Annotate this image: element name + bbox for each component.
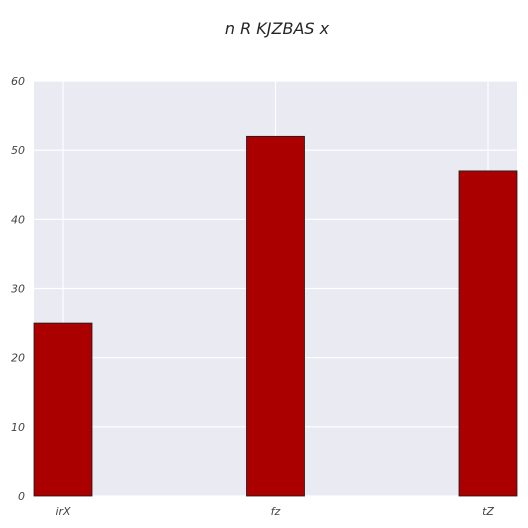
y-tick-label-60: 60 — [11, 75, 25, 88]
x-tick-label-irX: irX — [55, 505, 71, 518]
y-tick-label-10: 10 — [11, 421, 25, 434]
bar-fz — [246, 135, 305, 497]
x-axis-tick-labels: irX fz tZ — [55, 505, 494, 518]
y-tick-label-50: 50 — [11, 144, 25, 157]
y-axis-tick-labels: 0 10 20 30 40 50 60 — [11, 75, 25, 503]
bars — [33, 135, 518, 497]
chart-title: n R KJZBAS x — [225, 19, 330, 38]
bar-tZ — [458, 170, 518, 497]
x-tick-label-tZ: tZ — [482, 505, 494, 518]
y-tick-label-0: 0 — [18, 490, 25, 503]
y-tick-label-40: 40 — [11, 213, 25, 226]
x-tick-label-fz: fz — [271, 505, 281, 518]
y-tick-label-30: 30 — [11, 283, 25, 296]
y-tick-label-20: 20 — [11, 352, 25, 365]
bar-irX — [33, 322, 93, 497]
